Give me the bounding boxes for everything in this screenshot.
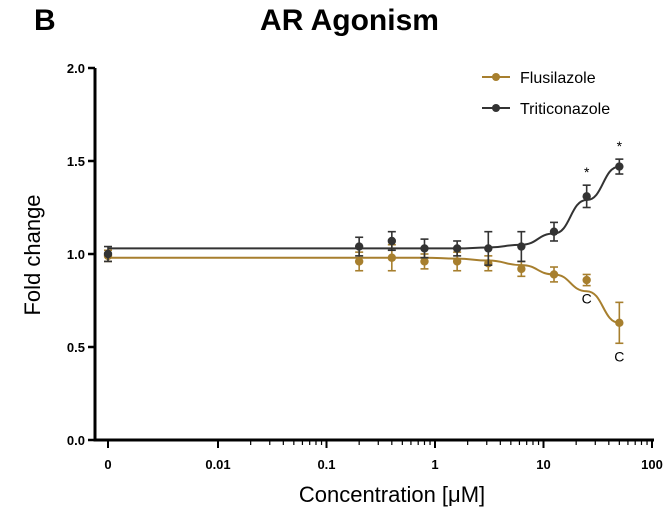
y-tick-label: 0.5: [67, 340, 85, 355]
data-point-triticonazole: [452, 244, 462, 253]
y-tick-label: 2.0: [67, 61, 85, 76]
x-tick-label: 100: [641, 457, 663, 472]
annotation-triticonazole: *: [617, 138, 623, 154]
data-point-flusilazole: [420, 257, 429, 266]
data-point-flusilazole: [452, 257, 462, 266]
data-point-triticonazole: [103, 249, 113, 259]
legend-label-triticonazole: Triticonazole: [520, 101, 610, 118]
data-point-triticonazole: [420, 244, 429, 253]
annotation-flusilazole: C: [614, 348, 624, 364]
data-point-flusilazole: [615, 318, 624, 328]
legend-label-flusilazole: Flusilazole: [520, 70, 596, 87]
data-point-flusilazole: [387, 253, 397, 262]
data-point-flusilazole: [549, 270, 559, 279]
legend-marker-flusilazole: [492, 73, 500, 81]
x-axis-label: Concentration [μM]: [299, 482, 485, 507]
chart-title: AR Agonism: [260, 4, 439, 37]
y-axis-label: Fold change: [20, 194, 45, 315]
data-point-triticonazole: [615, 162, 624, 171]
x-tick-label: 1: [431, 457, 438, 472]
x-tick-label: 0: [104, 457, 111, 472]
data-point-triticonazole: [354, 242, 364, 251]
data-point-flusilazole: [354, 257, 364, 266]
y-tick-label: 1.5: [67, 154, 85, 169]
data-points: C C * *: [103, 138, 624, 364]
x-tick-label: 0.01: [205, 457, 230, 472]
fit-curve-flusilazole: [108, 256, 620, 324]
y-tick-label: 0.0: [67, 433, 85, 448]
data-point-flusilazole: [582, 275, 591, 285]
data-point-triticonazole: [484, 244, 493, 253]
y-tick-label: 1.0: [67, 247, 85, 262]
legend: Flusilazole Triticonazole: [482, 70, 610, 118]
fit-curves: [108, 165, 620, 324]
legend-marker-triticonazole: [492, 104, 500, 112]
data-point-triticonazole: [387, 236, 397, 246]
annotation-flusilazole: C: [582, 291, 592, 307]
data-point-triticonazole: [517, 242, 526, 251]
annotation-triticonazole: *: [584, 164, 590, 180]
x-tick-label: 10: [536, 457, 550, 472]
x-tick-label: 0.1: [317, 457, 335, 472]
axes: 0.0 0.5 1.0 1.5 2.0 0 0.01 0.1 1 10 100: [67, 61, 663, 472]
panel-letter: B: [34, 4, 56, 37]
fit-curve-triticonazole: [108, 165, 620, 250]
data-point-triticonazole: [549, 227, 559, 236]
data-point-flusilazole: [517, 264, 526, 274]
data-point-triticonazole: [582, 192, 591, 201]
